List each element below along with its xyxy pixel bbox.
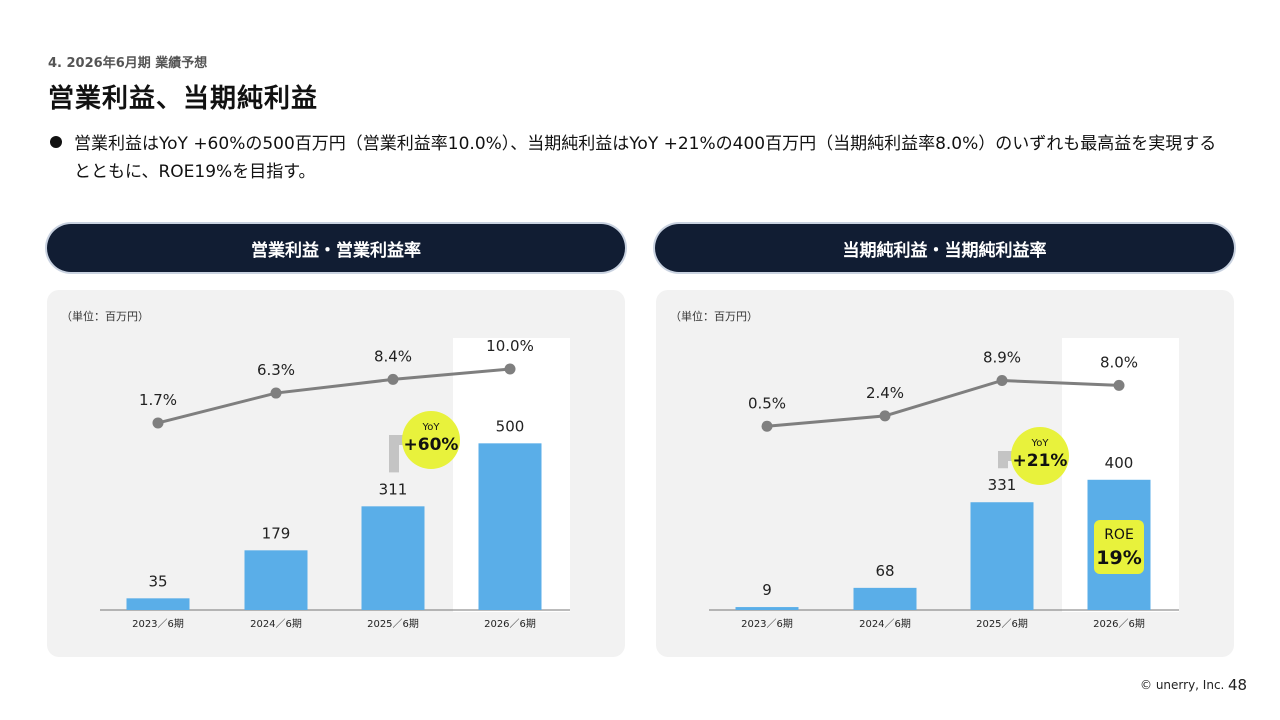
unit-label: （単位：百万円） xyxy=(670,310,758,323)
bar xyxy=(970,502,1034,610)
yoy-badge-value: +21% xyxy=(1013,451,1068,471)
bar-value-label: 331 xyxy=(988,476,1017,494)
rate-point xyxy=(879,410,891,422)
page-title: 営業利益、当期純利益 xyxy=(48,84,319,114)
yoy-badge-value: +60% xyxy=(404,435,459,455)
rate-point xyxy=(996,374,1008,386)
bar-value-label: 179 xyxy=(262,524,291,542)
yoy-badge xyxy=(1011,427,1069,485)
bar-value-label: 35 xyxy=(148,572,167,590)
yoy-badge-label: YoY xyxy=(421,422,440,433)
rate-label: 0.5% xyxy=(748,394,786,412)
summary-text: 営業利益はYoY +60%の500百万円（営業利益率10.0%）、当期純利益はY… xyxy=(74,134,1217,182)
rate-line xyxy=(157,367,511,425)
rate-label: 8.9% xyxy=(983,348,1021,366)
summary-bullet: 営業利益はYoY +60%の500百万円（営業利益率10.0%）、当期純利益はY… xyxy=(50,130,1230,186)
bar-value-label: 311 xyxy=(379,480,408,498)
rate-point xyxy=(504,363,516,375)
net-profit-chart: 9 2023／6期 68 2024／6期 331 2025／6期 400 2026／6期 0.5… xyxy=(709,338,1179,630)
bar xyxy=(478,443,542,610)
yoy-badge-label: YoY xyxy=(1030,438,1049,449)
bar xyxy=(361,506,425,610)
bar-value-label: 400 xyxy=(1105,454,1134,472)
rate-point xyxy=(1113,379,1125,391)
x-tick-label: 2026／6期 xyxy=(1093,618,1145,630)
bar xyxy=(244,550,308,610)
operating-profit-chart: 35 2023／6期 179 2024／6期 311 2025／6期 500 2026／6期 1… xyxy=(100,337,570,630)
bar-value-label: 9 xyxy=(762,581,772,599)
rate-point xyxy=(387,373,399,385)
roe-badge xyxy=(1094,520,1144,574)
x-tick-label: 2024／6期 xyxy=(859,618,911,630)
rate-point xyxy=(270,387,282,399)
chart-panel-operating: （単位：百万円） 35 2023／6期 179 2024／6期 311 2025／6期 50… xyxy=(47,290,625,657)
x-tick-label: 2024／6期 xyxy=(250,618,302,630)
panel-header-operating: 営業利益・営業利益率 xyxy=(47,224,625,272)
x-tick-label: 2025／6期 xyxy=(976,618,1028,630)
bar-value-label: 500 xyxy=(496,417,525,435)
copyright: © unerry, Inc. xyxy=(1140,678,1225,692)
bar xyxy=(853,587,917,610)
rate-point xyxy=(761,420,773,432)
chart-panel-net: （単位：百万円） 9 2023／6期 68 2024／6期 331 2025／6期 400 2… xyxy=(656,290,1234,657)
bar-value-label: 68 xyxy=(875,562,894,580)
rate-label: 8.4% xyxy=(374,347,412,365)
rate-point xyxy=(152,417,164,429)
rate-line xyxy=(766,378,1120,428)
x-tick-label: 2023／6期 xyxy=(741,618,793,630)
bar xyxy=(126,598,190,610)
x-tick-label: 2026／6期 xyxy=(484,618,536,630)
rate-label: 2.4% xyxy=(866,384,904,402)
x-tick-label: 2023／6期 xyxy=(132,618,184,630)
section-label: 4. 2026年6月期 業績予想 xyxy=(48,56,208,71)
rate-label: 10.0% xyxy=(486,337,534,355)
roe-badge-label: ROE xyxy=(1104,527,1134,543)
panel-header-net: 当期純利益・当期純利益率 xyxy=(655,224,1234,272)
bar xyxy=(735,607,799,610)
rate-label: 6.3% xyxy=(257,361,295,379)
unit-label: （単位：百万円） xyxy=(61,310,149,323)
x-tick-label: 2025／6期 xyxy=(367,618,419,630)
yoy-badge xyxy=(402,411,460,469)
roe-badge-value: 19% xyxy=(1096,547,1141,569)
bullet-icon xyxy=(50,136,62,148)
page-number: 48 xyxy=(1228,676,1248,694)
rate-label: 8.0% xyxy=(1100,353,1138,371)
rate-label: 1.7% xyxy=(139,391,177,409)
